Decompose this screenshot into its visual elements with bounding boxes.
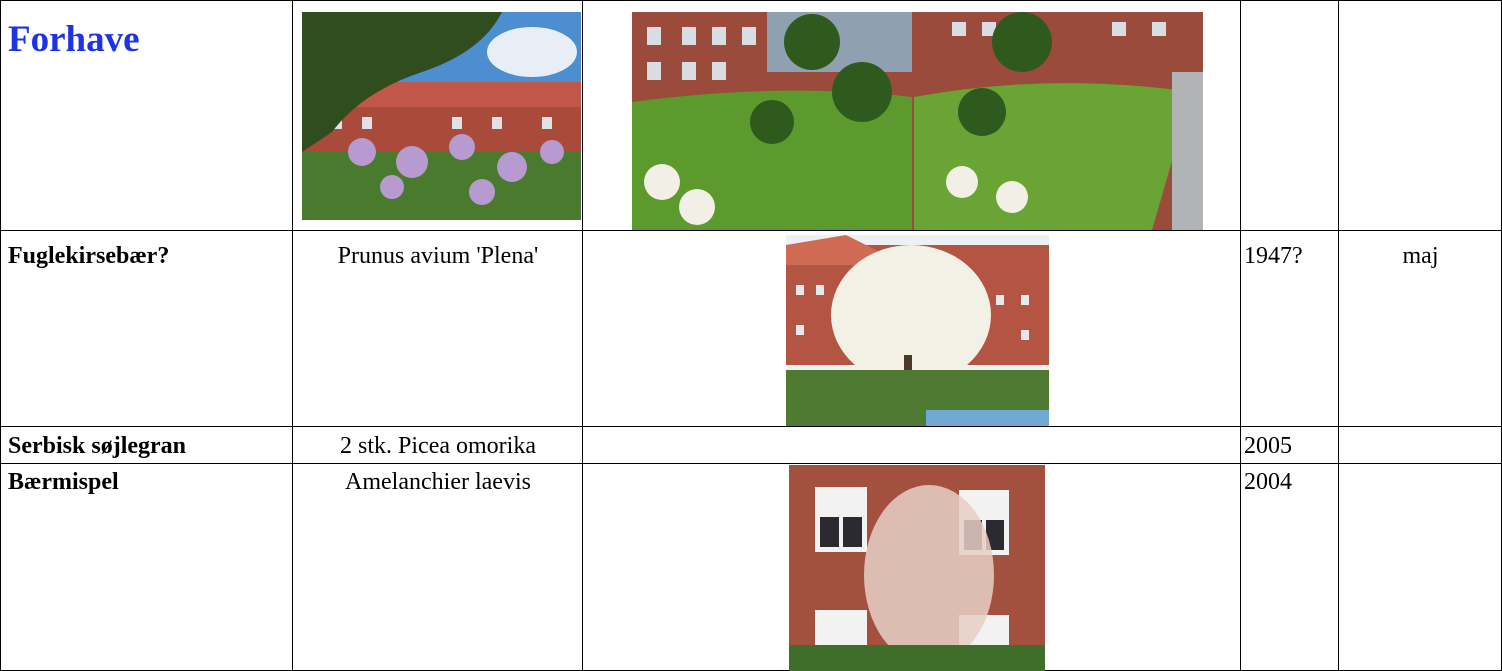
photo	[786, 235, 1049, 426]
cell	[1339, 427, 1502, 464]
cell	[1339, 464, 1502, 671]
cell	[583, 427, 1241, 464]
latin-name: 2 stk. Picea omorika	[340, 433, 536, 459]
cell	[0, 427, 293, 464]
cell	[583, 231, 1241, 427]
section-title: Forhave	[8, 19, 140, 60]
latin-name: Prunus avium 'Plena'	[337, 243, 539, 269]
year: 1947?	[1244, 243, 1303, 269]
cell	[0, 231, 293, 427]
photo	[632, 12, 1203, 230]
year: 2005	[1244, 433, 1292, 459]
common-name: Serbisk søjlegran	[8, 433, 187, 459]
photo	[302, 12, 581, 220]
common-name: Bærmispel	[8, 469, 119, 495]
latin-name: Amelanchier laevis	[345, 469, 531, 495]
cell	[1241, 0, 1339, 231]
cell	[1339, 0, 1502, 231]
year: 2004	[1244, 469, 1292, 495]
common-name: Fuglekirsebær?	[8, 243, 170, 269]
cell	[293, 231, 583, 427]
cell	[0, 0, 293, 231]
photo	[789, 465, 1045, 671]
cell	[293, 427, 583, 464]
cell	[293, 0, 583, 231]
cell	[1241, 231, 1339, 427]
cell	[583, 0, 1241, 231]
cell	[1241, 427, 1339, 464]
month: maj	[1402, 243, 1439, 269]
